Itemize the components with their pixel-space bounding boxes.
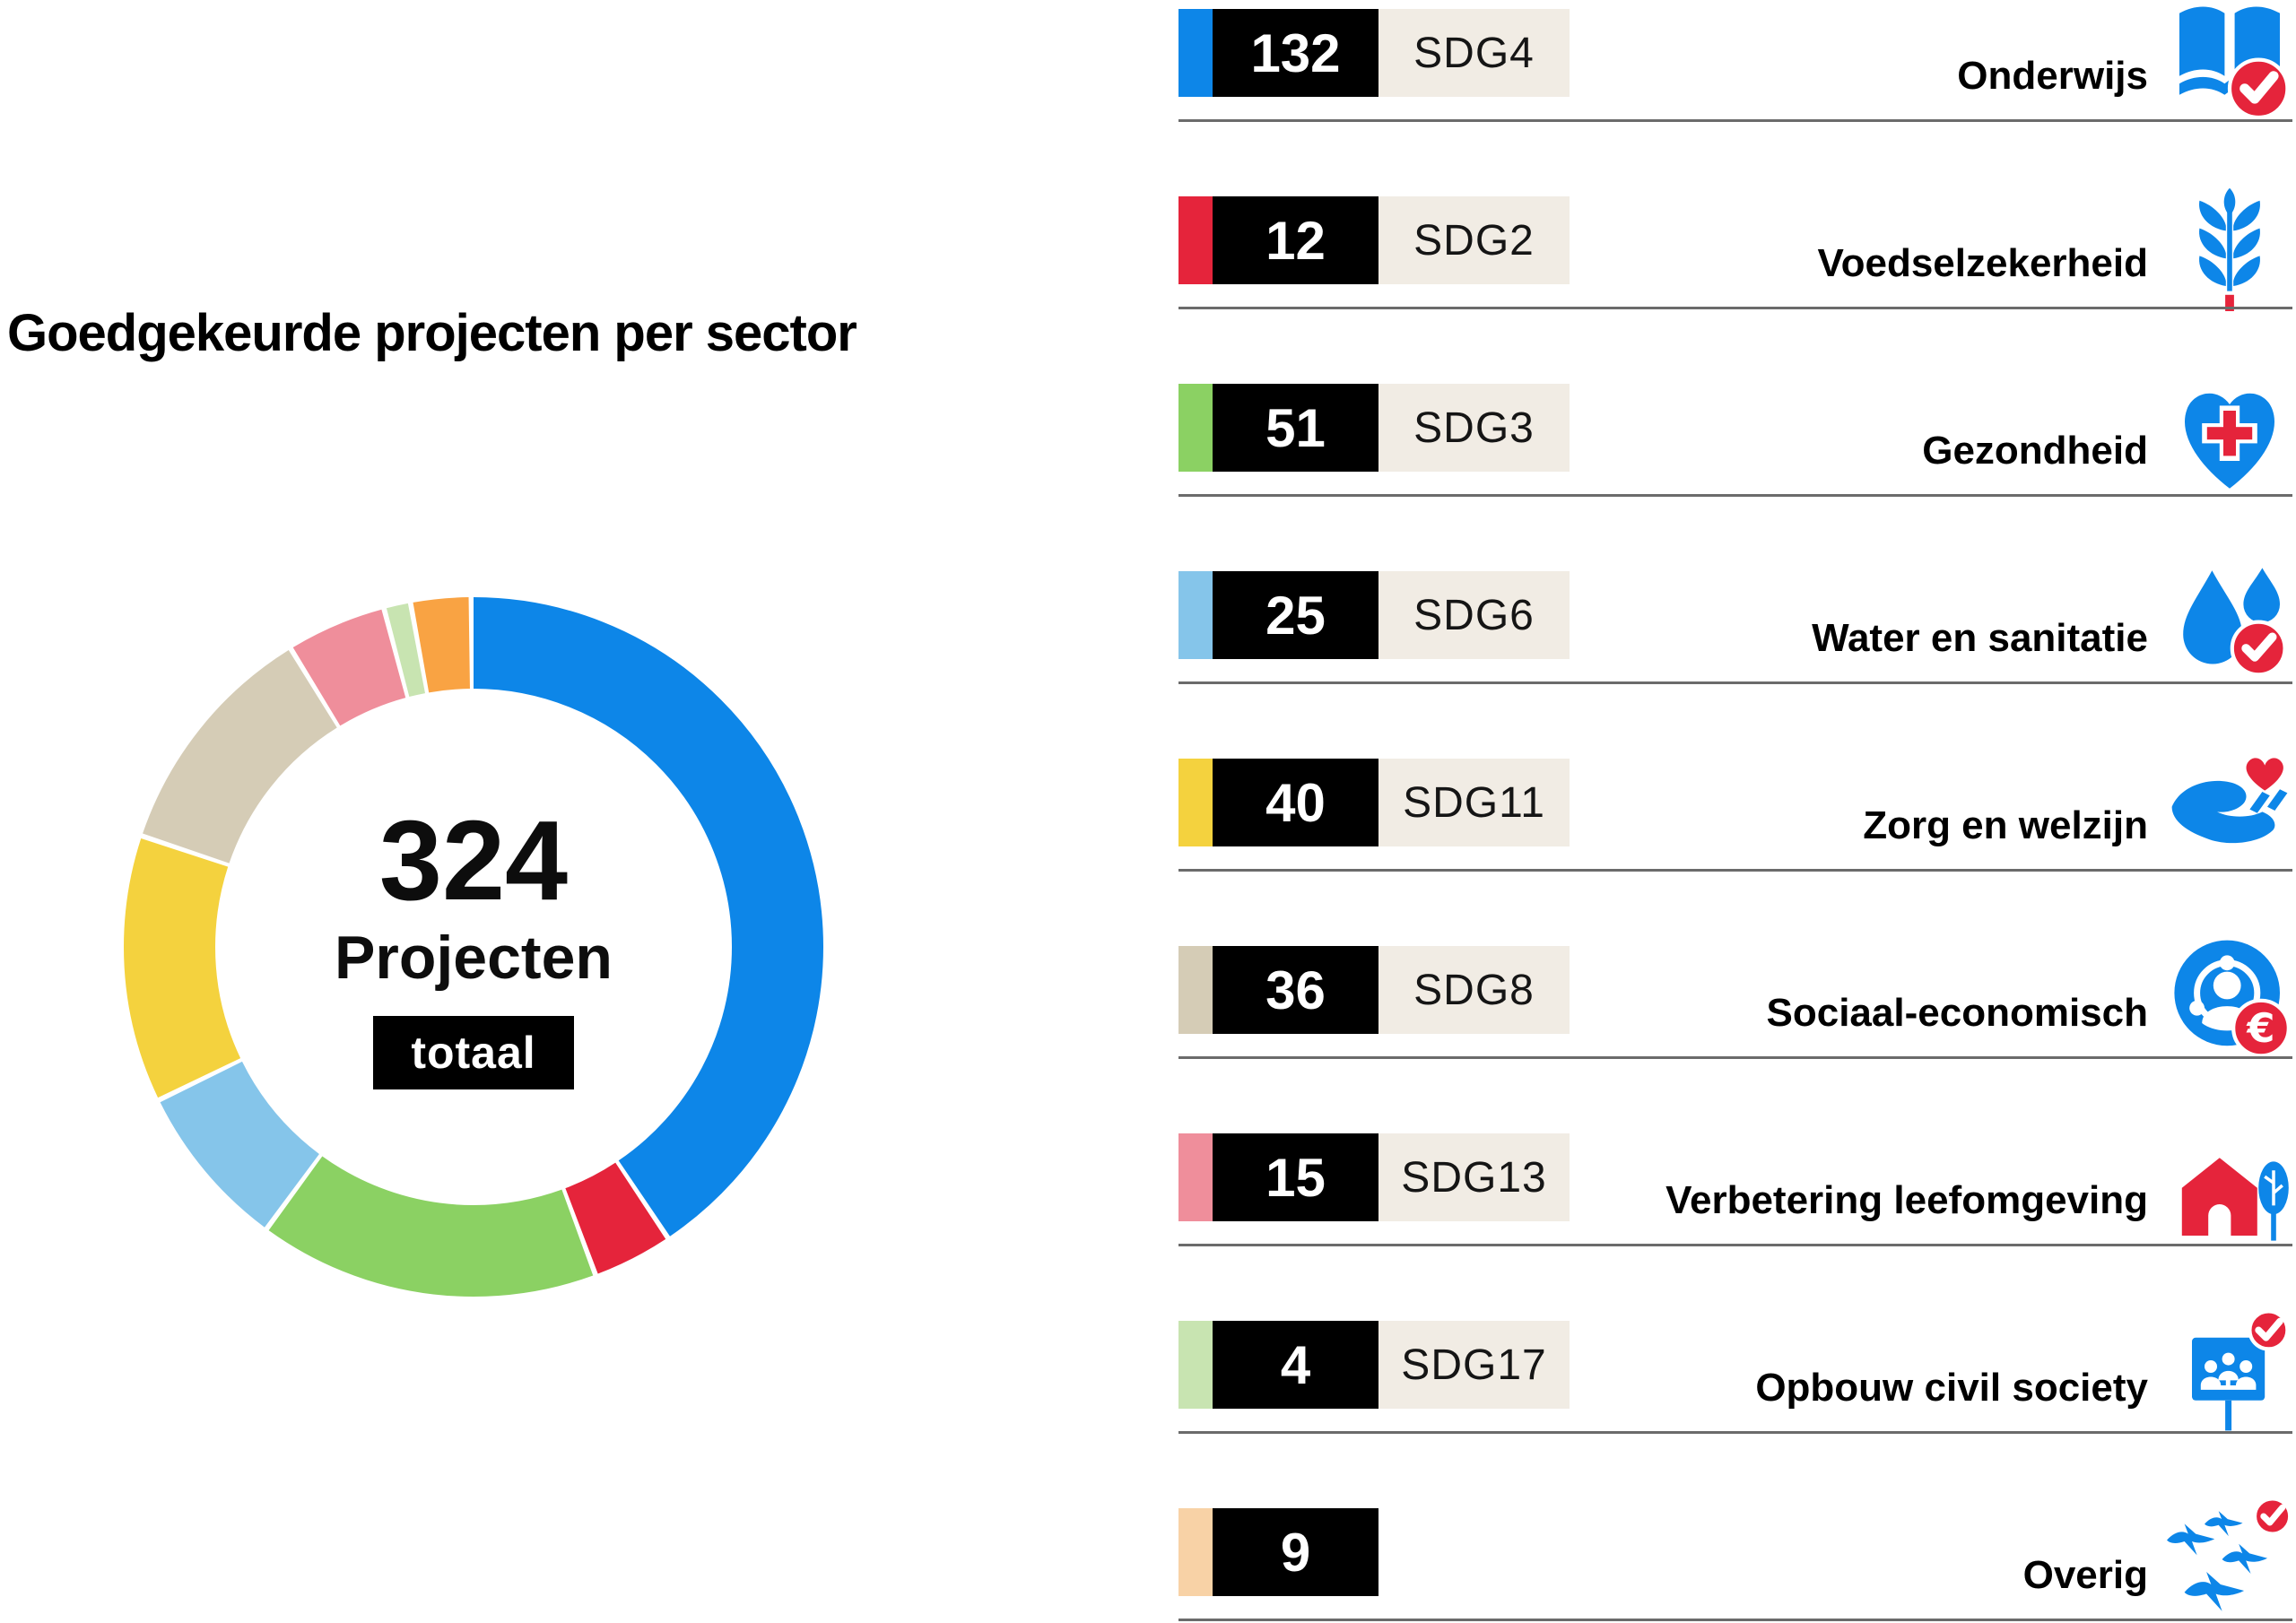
wheat-icon [2199, 187, 2260, 311]
sector-color-strip [1178, 1508, 1213, 1596]
sector-label: Voedselzekerheid [1817, 241, 2148, 285]
sector-row: 15 SDG13 Verbetering leefomgeving [1178, 1133, 2296, 1321]
donut-segment [124, 597, 823, 1297]
sdg-tag: SDG3 [1378, 384, 1570, 472]
sector-row: 9 Overig [1178, 1497, 2296, 1623]
sector-color-strip [1178, 9, 1213, 97]
row-divider [1178, 494, 2292, 497]
heart-cross-icon [2184, 393, 2275, 489]
row-divider [1178, 119, 2292, 122]
donut-center: 324 Projecten totaal [115, 588, 832, 1306]
presentation-people-check-icon [2167, 1310, 2292, 1436]
sector-row: 25 SDG6 Water en sanitatie [1178, 568, 2296, 759]
water-drops-check-icon [2167, 560, 2292, 686]
sector-row: 40 SDG11 Zorg en welzijn [1178, 758, 2296, 946]
sector-count: 36 [1213, 946, 1378, 1034]
sector-label: Water en sanitatie [1812, 616, 2148, 660]
sector-count: 40 [1213, 759, 1378, 846]
sector-count: 51 [1213, 384, 1378, 472]
row-divider [1178, 681, 2292, 684]
birds-check-icon [2167, 1497, 2292, 1611]
donut-total-label: Projecten [335, 923, 613, 992]
sdg-tag: SDG13 [1378, 1133, 1570, 1221]
sdg-tag: SDG11 [1378, 759, 1570, 846]
community-euro-icon: € [2167, 935, 2292, 1061]
hand-heart-icon [2167, 748, 2292, 873]
sector-count: 4 [1213, 1321, 1378, 1409]
sdg-tag: SDG6 [1378, 571, 1570, 659]
sector-row: 36 SDG8 Sociaal-economisch € [1178, 940, 2296, 1133]
sector-label: Verbetering leefomgeving [1665, 1178, 2148, 1222]
hand-heart-icon [2171, 758, 2288, 844]
chart-title: Goedgekeurde projecten per sector [7, 304, 857, 362]
house-tree-icon [2181, 1158, 2289, 1241]
row-divider [1178, 1056, 2292, 1059]
sector-row: 4 SDG17 Opbouw civil society [1178, 1310, 2296, 1508]
open-book-check-icon [2179, 6, 2290, 120]
sdg-tag: SDG17 [1378, 1321, 1570, 1409]
sector-color-strip [1178, 946, 1213, 1034]
sector-label: Sociaal-economisch [1766, 991, 2148, 1035]
row-divider [1178, 1244, 2292, 1246]
sector-count: 25 [1213, 571, 1378, 659]
community-euro-icon: € [2174, 940, 2291, 1058]
sector-row: 12 SDG2 Voedselzekerheid [1178, 187, 2296, 384]
donut-ring [124, 597, 823, 1297]
sector-color-strip [1178, 1321, 1213, 1409]
sector-row: 51 SDG3 Gezondheid [1178, 384, 2296, 571]
donut-segment [124, 597, 823, 1297]
sdg-tag: SDG4 [1378, 9, 1570, 97]
row-divider [1178, 869, 2292, 872]
row-divider [1178, 307, 2292, 309]
donut-total-badge: totaal [373, 1016, 574, 1090]
wheat-icon [2167, 186, 2292, 311]
sector-color-strip [1178, 196, 1213, 284]
sector-count: 15 [1213, 1133, 1378, 1221]
sector-label: Overig [2022, 1553, 2148, 1597]
open-book-check-icon [2167, 0, 2292, 124]
sdg-tag: SDG2 [1378, 196, 1570, 284]
sector-label: Opbouw civil society [1755, 1366, 2148, 1410]
birds-check-icon [2167, 1497, 2292, 1623]
row-divider [1178, 1431, 2292, 1434]
presentation-people-check-icon [2192, 1310, 2290, 1431]
donut-chart: 324 Projecten totaal [115, 588, 832, 1306]
row-divider [1178, 1619, 2292, 1621]
sector-label: Gezondheid [1922, 429, 2148, 473]
donut-total-value: 324 [378, 796, 569, 924]
sector-count: 9 [1213, 1508, 1378, 1596]
svg-text:€: € [2246, 1004, 2274, 1052]
sector-color-strip [1178, 759, 1213, 846]
sector-color-strip [1178, 1133, 1213, 1221]
sector-color-strip [1178, 384, 1213, 472]
house-tree-icon [2167, 1123, 2292, 1248]
sector-count: 12 [1213, 196, 1378, 284]
heart-cross-icon [2167, 373, 2292, 499]
sdg-tag: SDG8 [1378, 946, 1570, 1034]
sector-color-strip [1178, 571, 1213, 659]
donut-segment [124, 597, 823, 1297]
sector-row: 132 SDG4 Onderwijs [1178, 6, 2296, 196]
sector-label: Zorg en welzijn [1863, 803, 2148, 847]
water-drops-check-icon [2183, 568, 2287, 677]
sector-label: Onderwijs [1957, 54, 2148, 98]
sector-count: 132 [1213, 9, 1378, 97]
